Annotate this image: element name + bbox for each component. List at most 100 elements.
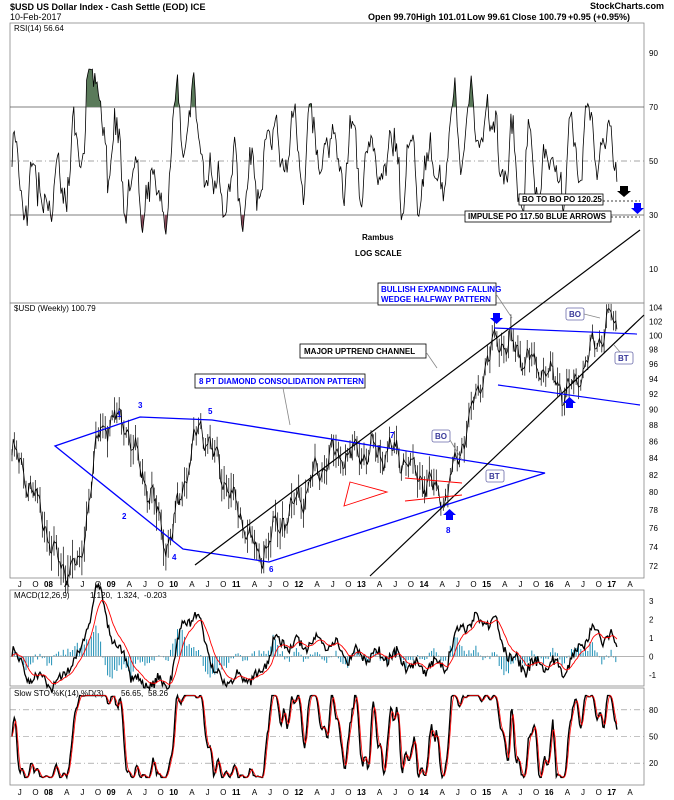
macd-tick: 1: [649, 634, 654, 643]
axis-month-label: A: [627, 788, 633, 797]
price-tick: 76: [649, 524, 658, 533]
axis-month-label: A: [627, 580, 633, 589]
axis-month-label: J: [268, 580, 272, 589]
axis-year-label: 13: [357, 788, 366, 797]
axis-year-label: 09: [107, 580, 116, 589]
axis-month-label: O: [533, 788, 539, 797]
axis-month-label: O: [596, 580, 602, 589]
sto-label-prefix: Slow STO %K(14) %D(3): [14, 689, 104, 698]
diamond-pattern-outline: [53, 416, 546, 563]
axis-month-label: A: [502, 580, 508, 589]
channel-upper-line: [194, 229, 641, 566]
axis-month-label: A: [189, 580, 195, 589]
pivot-8-arrow-icon: [443, 509, 456, 520]
axis-month-label: O: [345, 580, 351, 589]
axis-month-label: A: [64, 580, 70, 589]
sto-tick: 20: [649, 759, 658, 768]
major-channel-label: MAJOR UPTREND CHANNEL: [304, 347, 415, 356]
wedge-lower-line: [497, 384, 641, 406]
macd-label-prefix: MACD(12,26,9): [14, 591, 70, 600]
pivot-2: 2: [122, 512, 127, 521]
axis-year-label: 12: [294, 580, 303, 589]
bullish-label-line2: WEDGE HALFWAY PATTERN: [381, 295, 491, 304]
rsi-tick-50: 50: [649, 157, 658, 166]
axis-month-label: A: [189, 788, 195, 797]
price-tick: 78: [649, 506, 658, 515]
axis-month-label: J: [456, 580, 460, 589]
bo-label-1: BO: [435, 432, 447, 441]
header-open: Open 99.70: [368, 12, 416, 22]
bt-pointer-2: [613, 344, 621, 353]
axis-month-label: A: [252, 580, 258, 589]
bo-to-bo-arrow-icon: [617, 186, 631, 197]
axis-month-label: J: [331, 788, 335, 797]
axis-month-label: A: [440, 580, 446, 589]
channel-lower-line: [369, 314, 645, 577]
axis-month-label: J: [393, 788, 397, 797]
axis-year-label: 10: [169, 788, 178, 797]
axis-year-label: 10: [169, 580, 178, 589]
bo-label-2: BO: [569, 310, 581, 319]
price-tick: 102: [649, 317, 663, 326]
header-change: +0.95 (+0.95%): [568, 12, 630, 22]
stockcharts-logo: StockCharts.com: [590, 1, 664, 11]
rsi-overbought-fill: [468, 75, 474, 107]
log-scale-label: LOG SCALE: [355, 249, 402, 258]
axis-month-label: J: [80, 580, 84, 589]
axis-year-label: 15: [482, 580, 491, 589]
bo-pointer-1: [449, 439, 463, 461]
axis-month-label: O: [408, 580, 414, 589]
bt-box-1: [485, 469, 505, 483]
sto-label-v1: 56.65,: [121, 689, 143, 698]
axis-month-label: J: [581, 788, 585, 797]
axis-year-label: 13: [357, 580, 366, 589]
pivot-6: 6: [269, 565, 274, 574]
axis-month-label: O: [157, 580, 163, 589]
header-date: 10-Feb-2017: [10, 12, 62, 22]
axis-month-label: J: [456, 788, 460, 797]
axis-month-label: A: [252, 788, 258, 797]
price-tick: 84: [649, 454, 658, 463]
axis-month-label: J: [143, 788, 147, 797]
axis-year-label: 16: [545, 580, 554, 589]
macd-label-v1: 1.120,: [90, 591, 112, 600]
macd-tick: 2: [649, 616, 654, 625]
axis-month-label: O: [32, 580, 38, 589]
wedge-upper-line: [493, 327, 638, 335]
price-tick: 72: [649, 562, 658, 571]
axis-month-label: O: [533, 580, 539, 589]
axis-year-label: 08: [44, 788, 53, 797]
sto-label-v2: 58.26: [148, 689, 169, 698]
axis-month-label: J: [393, 580, 397, 589]
macd-label-v3: -0.203: [144, 591, 167, 600]
axis-month-label: J: [268, 788, 272, 797]
axis-month-label: A: [377, 788, 383, 797]
macd-panel-frame: [9, 589, 645, 687]
axis-month-label: J: [80, 788, 84, 797]
axis-month-label: J: [143, 580, 147, 589]
rsi-tick-10: 10: [649, 265, 658, 274]
pivot-1: 1: [117, 410, 122, 419]
macd-histogram: [13, 625, 617, 680]
axis-month-label: O: [596, 788, 602, 797]
axis-month-label: A: [565, 580, 571, 589]
pivot-4: 4: [172, 553, 177, 562]
axis-month-label: O: [283, 580, 289, 589]
bullish-pointer: [495, 293, 513, 319]
axis-month-label: A: [502, 788, 508, 797]
axis-year-label: 17: [607, 788, 616, 797]
axis-year-label: 08: [44, 580, 53, 589]
bo-pointer-2: [583, 313, 601, 319]
axis-year-label: 09: [107, 788, 116, 797]
axis-month-label: A: [377, 580, 383, 589]
impulse-arrow-icon: [631, 203, 644, 214]
rsi-tick-70: 70: [649, 103, 658, 112]
diamond-pointer: [282, 387, 291, 426]
rambus-label: Rambus: [362, 233, 394, 242]
wedge-top-arrow-icon: [490, 313, 503, 324]
axis-year-label: 11: [232, 580, 241, 589]
macd-line: [11, 582, 618, 694]
rsi-overbought-fill: [86, 69, 101, 107]
red-flag-lower: [404, 494, 463, 502]
